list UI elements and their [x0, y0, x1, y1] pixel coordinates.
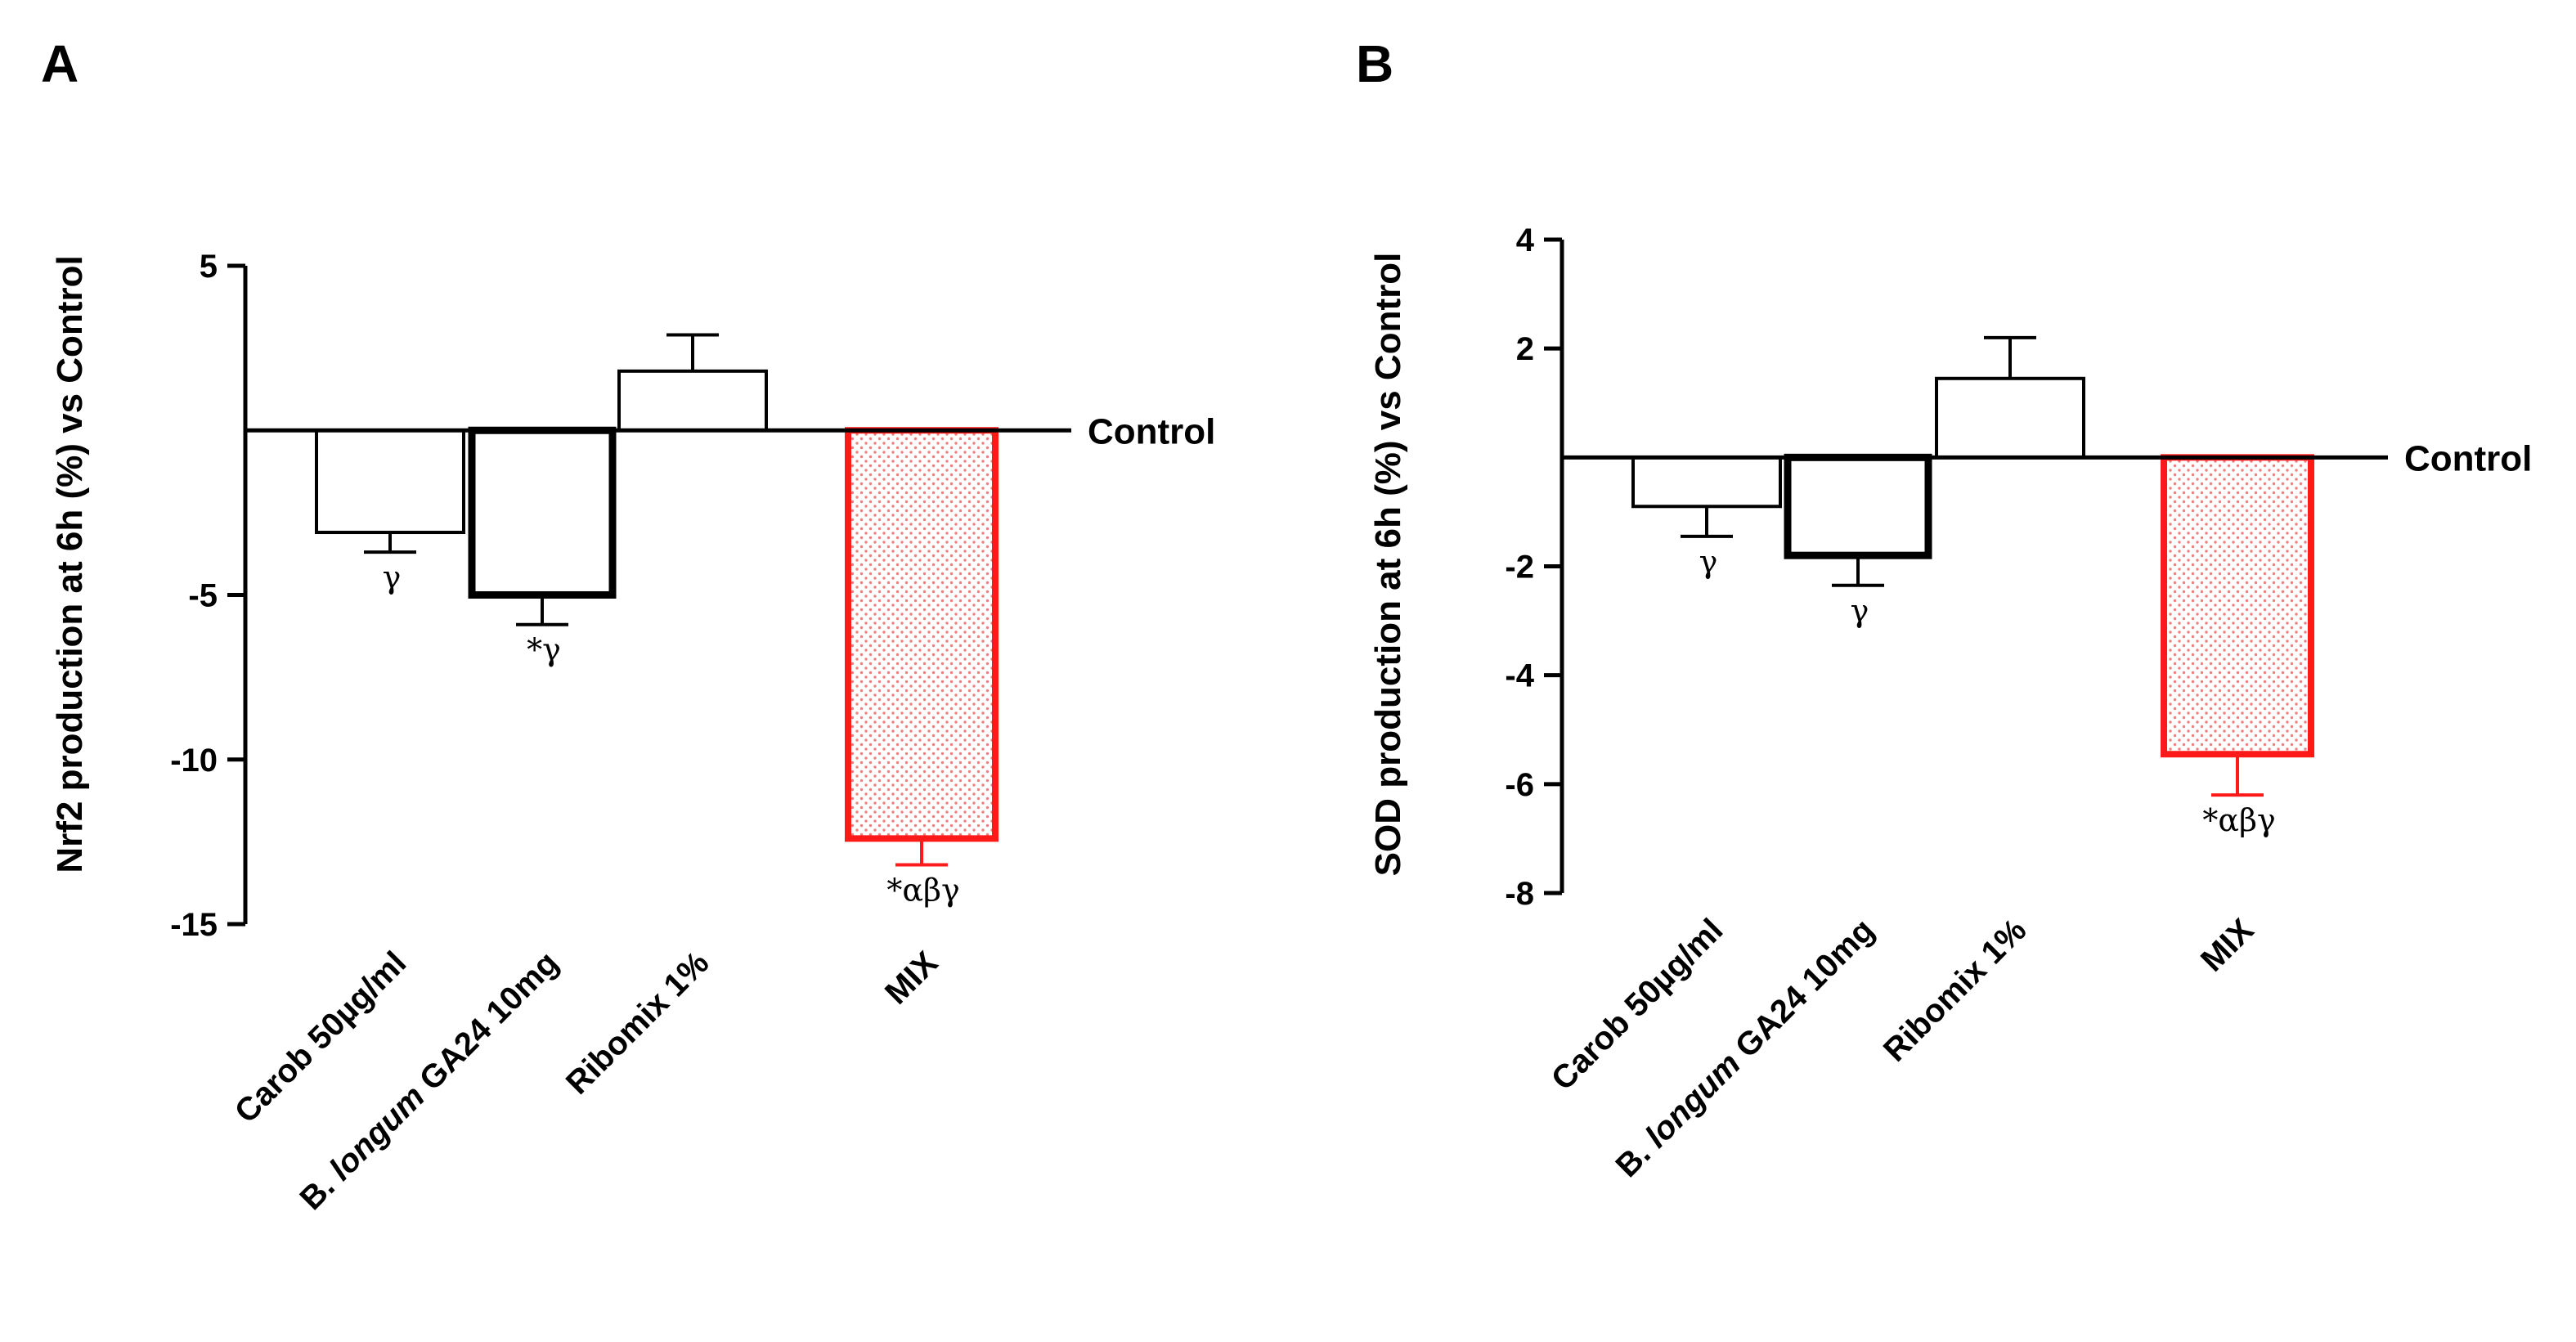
category-label: MIX — [2194, 912, 2261, 979]
bar — [1935, 376, 2085, 460]
bar — [845, 427, 999, 842]
chart-panel-a: A Nrf2 production at 6h (%) vs Control 5… — [41, 34, 1215, 1217]
category-label: Ribomix 1% — [1877, 912, 2033, 1068]
category-label: MIX — [878, 945, 945, 1012]
control-label: Control — [1088, 411, 1215, 451]
significance-label: *αβγ — [2202, 802, 2275, 838]
y-tick-label: -2 — [1505, 550, 1534, 586]
panel-letter-a: A — [41, 34, 79, 93]
y-tick-label: -5 — [188, 578, 218, 614]
category-label: B. longum GA24 10mg — [293, 945, 565, 1217]
y-tick-label: 2 — [1516, 331, 1534, 367]
control-label: Control — [2404, 438, 2532, 478]
panel-letter-b: B — [1356, 34, 1393, 93]
y-tick-label: -4 — [1505, 658, 1534, 694]
bar — [315, 429, 465, 535]
significance-label: γ — [1851, 593, 1869, 629]
bar — [1784, 453, 1932, 559]
category-label-part: MIX — [878, 945, 945, 1012]
category-label-part: MIX — [2194, 912, 2261, 979]
y-tick-label: -8 — [1505, 876, 1534, 912]
category-label-part: Ribomix 1% — [559, 945, 716, 1101]
significance-label: *αβγ — [886, 873, 959, 909]
y-tick-label: -15 — [170, 907, 218, 943]
bar — [468, 426, 617, 599]
y-tick-label: -6 — [1505, 767, 1534, 803]
bar — [2161, 454, 2314, 758]
y-tick-label: 5 — [200, 249, 218, 285]
significance-label: γ — [1699, 544, 1718, 580]
significance-label: *γ — [527, 632, 561, 668]
category-label-part: GA24 10mg — [406, 945, 566, 1104]
y-axis-title-a: Nrf2 production at 6h (%) vs Control — [50, 255, 90, 873]
category-label-part: Ribomix 1% — [1877, 912, 2033, 1068]
category-label: B. longum GA24 10mg — [1609, 912, 1881, 1184]
bar — [1631, 456, 1782, 509]
y-tick-label: -10 — [170, 743, 218, 779]
chart-panel-b: B SOD production at 6h (%) vs Control 4 2… — [1356, 34, 2532, 1184]
y-tick-label: 4 — [1516, 222, 1535, 258]
category-label-part: GA24 10mg — [1722, 912, 1882, 1071]
y-axis-title-b: SOD production at 6h (%) vs Control — [1368, 253, 1408, 877]
category-label-part: longum — [323, 1079, 432, 1187]
category-label: Ribomix 1% — [559, 945, 716, 1101]
bar — [617, 369, 768, 433]
significance-label: γ — [383, 559, 402, 595]
category-label-part: longum — [1639, 1046, 1748, 1155]
